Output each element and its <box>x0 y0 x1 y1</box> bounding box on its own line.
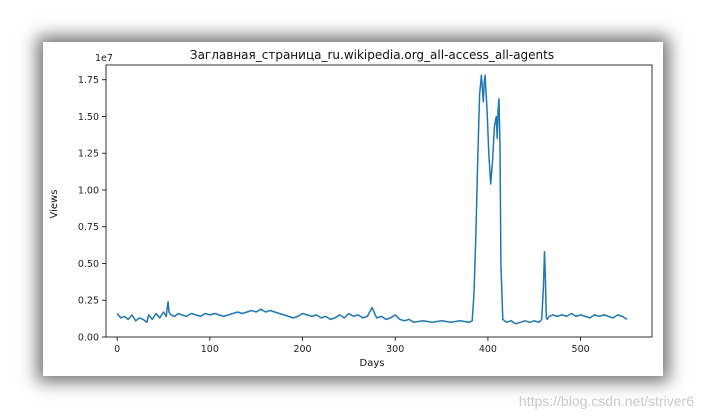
y-tick-label: 1.25 <box>78 149 99 160</box>
x-axis: 0 100 200 300 400 500 <box>114 337 590 355</box>
plot-frame <box>105 64 653 338</box>
x-tick-label: 0 <box>114 344 120 355</box>
y-axis-label: Views <box>49 190 60 219</box>
x-tick-label: 100 <box>201 344 219 355</box>
x-tick-label: 300 <box>386 344 404 355</box>
watermark: https://blog.csdn.net/striver6 <box>518 393 694 409</box>
y-tick-label: 0.50 <box>78 259 99 270</box>
series-line <box>116 74 628 325</box>
line-chart: Заглавная_страница_ru.wikipedia.org_all-… <box>49 48 653 369</box>
y-tick-label: 1.75 <box>78 75 99 86</box>
x-tick-label: 500 <box>572 344 590 355</box>
y-tick-label: 0.00 <box>78 333 99 344</box>
y-tick-label: 0.75 <box>78 222 99 233</box>
chart-title: Заглавная_страница_ru.wikipedia.org_all-… <box>190 48 554 62</box>
y-offset-label: 1e7 <box>95 53 113 64</box>
x-tick-label: 200 <box>293 344 311 355</box>
y-tick-label: 0.25 <box>78 296 99 307</box>
y-axis: 0.00 0.25 0.50 0.75 1.00 1.25 1.50 1.75 <box>78 75 106 344</box>
x-tick-label: 400 <box>479 344 497 355</box>
figure-card: Заглавная_страница_ru.wikipedia.org_all-… <box>43 42 663 376</box>
y-tick-label: 1.50 <box>78 112 99 123</box>
y-tick-label: 1.00 <box>78 185 99 196</box>
x-axis-label: Days <box>360 358 385 369</box>
